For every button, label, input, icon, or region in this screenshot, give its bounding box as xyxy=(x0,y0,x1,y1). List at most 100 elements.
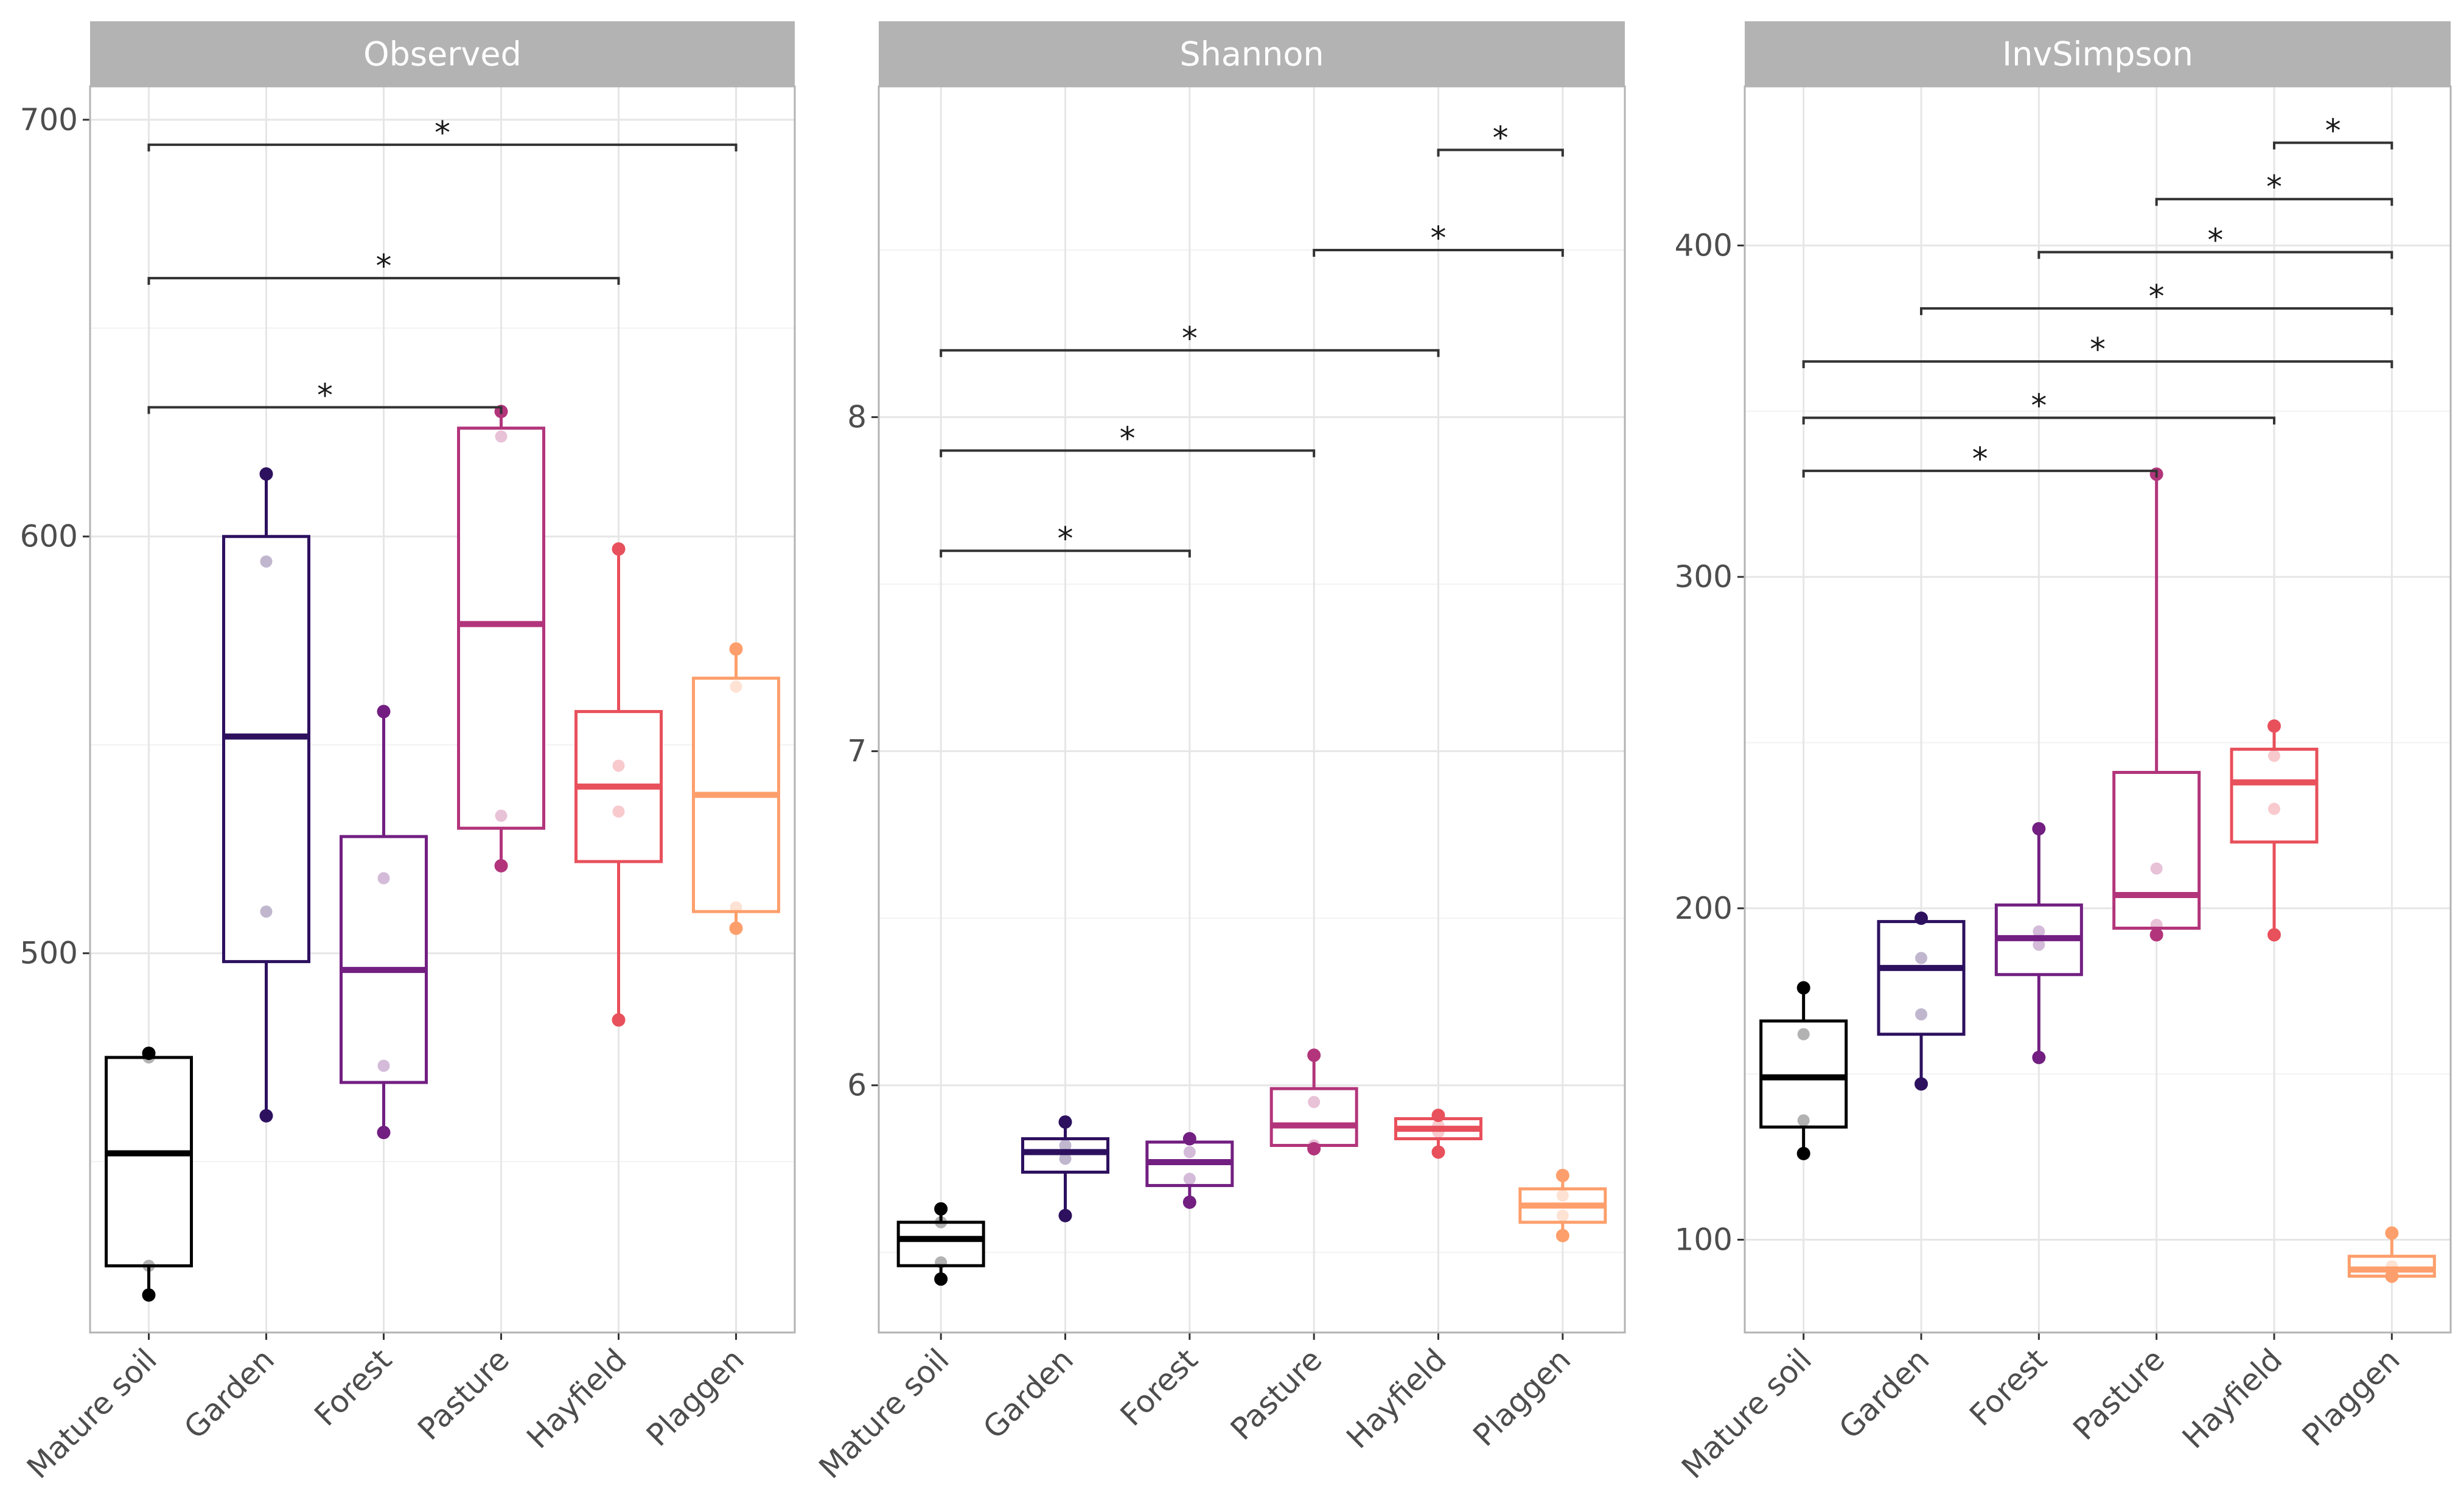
box-garden xyxy=(1877,911,1966,1091)
data-point xyxy=(2149,928,2163,942)
panel-background-invsimpson xyxy=(1745,86,2451,1333)
box-forest xyxy=(1145,1132,1234,1209)
data-point xyxy=(1555,1228,1569,1242)
data-point xyxy=(934,1272,948,1286)
data-point xyxy=(260,555,273,568)
data-point xyxy=(1307,1048,1321,1062)
significance-star: * xyxy=(2266,169,2282,206)
data-point xyxy=(612,542,626,556)
data-point xyxy=(1182,1195,1196,1209)
data-point xyxy=(1796,981,1810,995)
data-point xyxy=(1182,1132,1196,1146)
data-point xyxy=(2268,750,2280,762)
data-point xyxy=(612,759,625,772)
data-point xyxy=(1556,1209,1569,1222)
data-point xyxy=(1432,1126,1445,1138)
significance-star: * xyxy=(376,248,392,285)
data-point xyxy=(1432,1119,1445,1132)
data-point xyxy=(259,467,273,481)
box-hayfield xyxy=(2230,719,2319,942)
data-point xyxy=(1183,1172,1196,1185)
data-point xyxy=(2032,1050,2046,1064)
box-mature-soil xyxy=(105,1047,193,1302)
box-pasture xyxy=(2112,467,2201,942)
data-point xyxy=(935,1256,948,1269)
significance-star: * xyxy=(2325,113,2341,150)
bracket-line xyxy=(147,406,503,414)
box-plaggen xyxy=(1518,1168,1607,1242)
y-tick-label-invsimpson: 200 xyxy=(1675,891,1733,926)
significance-bracket-invsimpson: * xyxy=(1802,441,2158,478)
data-point xyxy=(1058,1208,1072,1222)
bracket-line xyxy=(147,143,738,152)
strip-invsimpson xyxy=(1745,21,2451,86)
box-iqr xyxy=(1021,1137,1109,1174)
data-point xyxy=(259,1109,273,1123)
bracket-line xyxy=(147,277,620,285)
box-pasture xyxy=(457,405,545,873)
panel-border-invsimpson xyxy=(1744,85,2452,1334)
data-point xyxy=(1431,1145,1445,1159)
box-forest xyxy=(1994,822,2083,1064)
strip-observed xyxy=(90,21,795,86)
significance-star: * xyxy=(1972,441,1988,478)
data-point xyxy=(142,1288,156,1302)
data-point xyxy=(1556,1189,1569,1202)
y-tick-label-observed: 600 xyxy=(20,519,78,554)
significance-star: * xyxy=(1493,120,1509,156)
y-tick-label-invsimpson: 400 xyxy=(1675,228,1733,263)
data-point xyxy=(142,1259,155,1272)
significance-bracket-shannon: * xyxy=(940,321,1440,357)
data-point xyxy=(1915,1008,1927,1021)
bracket-line xyxy=(1437,148,1564,157)
box-forest xyxy=(340,705,428,1140)
box-hayfield xyxy=(574,542,663,1027)
data-point xyxy=(1797,1028,1810,1040)
data-point xyxy=(1915,1077,1928,1091)
y-tick-label-shannon: 7 xyxy=(847,734,867,769)
box-garden xyxy=(222,467,310,1123)
panel-border-observed xyxy=(89,85,796,1334)
box-plaggen xyxy=(2347,1226,2436,1283)
significance-bracket-shannon: * xyxy=(1313,220,1564,257)
box-garden xyxy=(1021,1115,1109,1222)
y-tick-label-shannon: 6 xyxy=(847,1068,867,1103)
significance-bracket-shannon: * xyxy=(940,521,1191,558)
data-point xyxy=(935,1216,948,1228)
bracket-line xyxy=(1802,469,2158,478)
data-point xyxy=(612,805,625,818)
data-point xyxy=(377,1059,390,1072)
data-point xyxy=(2033,925,2045,938)
significance-star: * xyxy=(1182,321,1198,357)
data-point xyxy=(1058,1115,1072,1129)
data-point xyxy=(142,1047,156,1061)
bracket-line xyxy=(2037,251,2393,259)
data-point xyxy=(2385,1269,2399,1283)
data-point xyxy=(2386,1260,2398,1273)
data-point xyxy=(2267,928,2281,942)
box-plaggen xyxy=(692,642,780,935)
bracket-line xyxy=(1313,249,1564,257)
data-point xyxy=(612,1013,626,1027)
significance-star: * xyxy=(1120,420,1136,457)
data-point xyxy=(2267,719,2281,733)
box-iqr xyxy=(2230,747,2319,844)
panel-background-shannon xyxy=(879,86,1625,1333)
significance-bracket-observed: * xyxy=(147,248,620,285)
significance-star: * xyxy=(317,377,333,414)
significance-bracket-invsimpson: * xyxy=(2155,169,2393,206)
bracket-line xyxy=(1920,307,2393,315)
significance-star: * xyxy=(2090,332,2106,368)
y-tick-label-invsimpson: 300 xyxy=(1675,559,1733,594)
data-point xyxy=(1059,1139,1072,1152)
significance-bracket-observed: * xyxy=(147,115,738,152)
data-point xyxy=(377,872,390,885)
panel-background-observed xyxy=(90,86,795,1333)
data-point xyxy=(729,921,743,935)
significance-star: * xyxy=(435,115,450,152)
data-point xyxy=(2150,919,2163,932)
